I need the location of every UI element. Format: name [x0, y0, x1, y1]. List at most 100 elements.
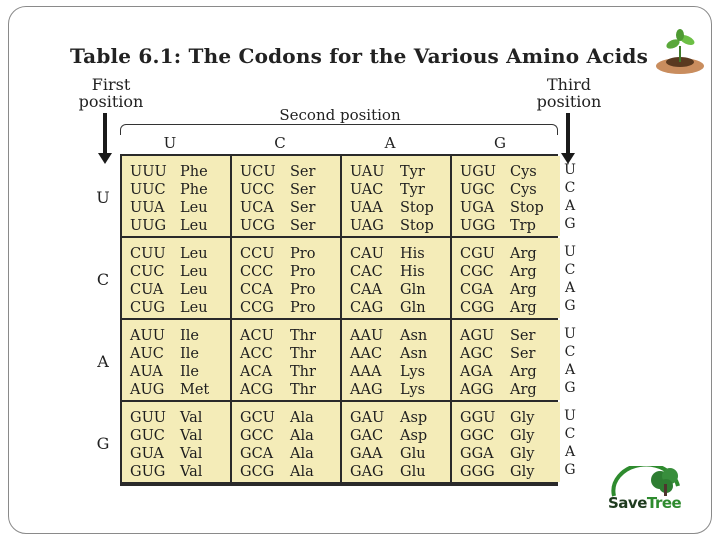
codon-entry: UUA Leu — [130, 199, 230, 217]
codon: GUG — [130, 464, 166, 480]
amino-acid: Val — [180, 410, 203, 426]
codon-entry: CUU Leu — [130, 245, 230, 263]
amino-acid: Pro — [290, 246, 316, 262]
codon-entry: AGU Ser — [460, 327, 560, 345]
first-position-label: First position — [78, 75, 144, 111]
codon-cell: AGU Ser AGC Ser AGA Arg AGG Arg — [452, 320, 560, 400]
codon: UUG — [130, 218, 167, 234]
codon-entry: CCA Pro — [240, 281, 340, 299]
codon-entry: GUC Val — [130, 427, 230, 445]
third-base-letter: U — [564, 326, 576, 342]
codon-cell: UCU Ser UCC Ser UCA Ser UCG Ser — [232, 156, 340, 236]
codon-entry: GUG Val — [130, 463, 230, 481]
amino-acid: Tyr — [400, 164, 425, 180]
codon-entry: UCG Ser — [240, 217, 340, 235]
down-arrow-icon — [98, 113, 112, 164]
codon-entry: GUU Val — [130, 409, 230, 427]
amino-acid: Val — [180, 446, 203, 462]
codon-entry: AAC Asn — [350, 345, 450, 363]
codon: GAU — [350, 410, 385, 426]
amino-acid: His — [400, 246, 425, 262]
codon-entry: UUC Phe — [130, 181, 230, 199]
codon: GGA — [460, 446, 494, 462]
amino-acid: Gln — [400, 282, 426, 298]
amino-acid: Tyr — [400, 182, 425, 198]
codon: UCA — [240, 200, 274, 216]
codon: AUC — [130, 346, 164, 362]
codon-entry: CCC Pro — [240, 263, 340, 281]
amino-acid: Leu — [180, 300, 208, 316]
codon-entry: GGU Gly — [460, 409, 560, 427]
codon: UAA — [350, 200, 383, 216]
codon-table: UUU Phe UUC Phe UUA Leu UUG Leu UCU Ser UCC Ser UCA S… — [120, 154, 560, 486]
codon: GUU — [130, 410, 167, 426]
codon: AUA — [130, 364, 163, 380]
codon-entry: CGA Arg — [460, 281, 560, 299]
codon: AGG — [460, 382, 494, 398]
plant-in-hands-icon — [656, 29, 704, 74]
codon-cell: CUU Leu CUC Leu CUA Leu CUG Leu — [122, 238, 230, 318]
codon-entry: CCU Pro — [240, 245, 340, 263]
amino-acid: Ser — [290, 218, 316, 234]
amino-acid: Asn — [400, 346, 428, 362]
codon: AGA — [460, 364, 493, 380]
codon-cell: CCU Pro CCC Pro CCA Pro CCG Pro — [232, 238, 340, 318]
amino-acid: Ser — [290, 164, 316, 180]
amino-acid: Arg — [510, 382, 537, 398]
codon: AAG — [350, 382, 383, 398]
codon: GAC — [350, 428, 384, 444]
codon-entry: CAG Gln — [350, 299, 450, 317]
column-header-g: G — [494, 134, 506, 152]
codon-entry: ACA Thr — [240, 363, 340, 381]
amino-acid: Thr — [290, 382, 316, 398]
amino-acid: Gly — [510, 410, 535, 426]
third-base-letter: C — [564, 426, 576, 442]
third-base-letter: G — [564, 216, 576, 232]
codon: AUG — [130, 382, 165, 398]
codon: UAU — [350, 164, 385, 180]
codon-entry: UAA Stop — [350, 199, 450, 217]
codon: UGC — [460, 182, 495, 198]
amino-acid: Stop — [400, 200, 434, 216]
codon-entry: UAG Stop — [350, 217, 450, 235]
amino-acid: Ala — [290, 464, 314, 480]
codon-cell: UGU Cys UGC Cys UGA Stop UGG Trp — [452, 156, 560, 236]
codon-entry: CGC Arg — [460, 263, 560, 281]
codon-entry: UAU Tyr — [350, 163, 450, 181]
logo-word-tree: Tree — [646, 494, 682, 512]
codon: CAC — [350, 264, 383, 280]
third-position-label: Third position — [536, 75, 602, 111]
amino-acid: Lys — [400, 364, 426, 380]
codon-entry: CGU Arg — [460, 245, 560, 263]
amino-acid: Ile — [180, 346, 199, 362]
codon: GGC — [460, 428, 495, 444]
amino-acid: Cys — [510, 182, 537, 198]
codon: AGU — [460, 328, 495, 344]
third-base-letter: A — [564, 444, 576, 460]
amino-acid: Trp — [510, 218, 536, 234]
third-base-letter: U — [564, 162, 576, 178]
codon-entry: UGC Cys — [460, 181, 560, 199]
codon: ACG — [240, 382, 274, 398]
codon: CUG — [130, 300, 165, 316]
codon-entry: ACG Thr — [240, 381, 340, 399]
codon-entry: AAA Lys — [350, 363, 450, 381]
codon: ACU — [240, 328, 274, 344]
codon: GCC — [240, 428, 274, 444]
codon-entry: CUA Leu — [130, 281, 230, 299]
logo-word-save: Save — [608, 494, 647, 512]
codon-entry: AGA Arg — [460, 363, 560, 381]
save-tree-logo-icon: SaveTree — [608, 466, 692, 516]
amino-acid: Arg — [510, 364, 537, 380]
amino-acid: Gly — [510, 428, 535, 444]
codon: UAC — [350, 182, 384, 198]
codon-cell: GGU Gly GGC Gly GGA Gly GGG Gly — [452, 402, 560, 482]
codon-entry: AUG Met — [130, 381, 230, 399]
codon: GAG — [350, 464, 384, 480]
row-header-a: A — [97, 352, 109, 371]
amino-acid: Thr — [290, 328, 316, 344]
amino-acid: Ser — [290, 200, 316, 216]
codon-cell: GAU Asp GAC Asp GAA Glu GAG Glu — [342, 402, 450, 482]
